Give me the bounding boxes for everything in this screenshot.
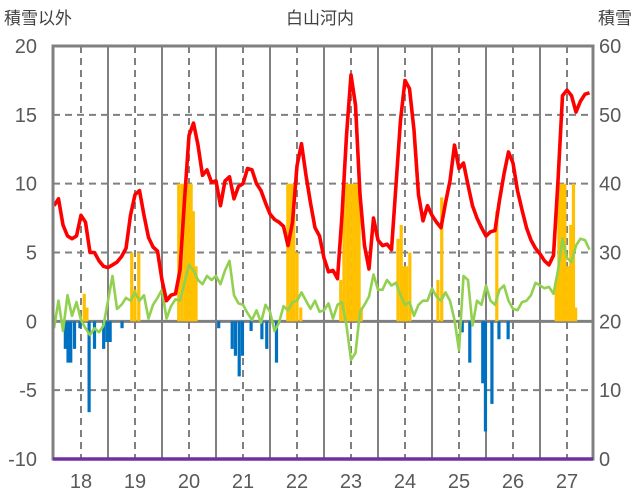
plot-frame [51,44,595,461]
positive-bar [560,183,564,322]
left-tick-label: 5 [26,243,37,265]
right-tick-label: 40 [599,174,621,196]
x-tick-label: 23 [340,471,362,493]
positive-bar [345,183,349,322]
positive-bar [133,289,137,322]
negative-bar [249,321,253,331]
positive-bar [495,211,499,322]
left-tick-label: 0 [26,311,37,333]
right-tick-label: 50 [599,105,621,127]
positive-bar [286,183,290,322]
x-tick-label: 26 [502,471,524,493]
positive-bar [130,252,134,322]
negative-bar [78,321,82,329]
positive-bar [299,307,303,322]
x-tick-label: 18 [70,471,92,493]
negative-bar [490,321,494,404]
negative-bar [92,321,97,349]
negative-bar [69,321,73,363]
negative-bar [66,321,70,363]
positive-bar [289,183,293,322]
positive-bar [82,293,86,322]
x-tick-label: 27 [556,471,578,493]
right-tick-label: 30 [599,243,621,265]
positive-bar [292,183,296,322]
positive-bar [342,183,346,322]
positive-bar [554,280,558,322]
positive-bar [359,307,363,322]
left-tick-label: -10 [8,449,37,471]
positive-bar [405,266,409,322]
negative-bar [108,321,112,342]
positive-bar [402,266,406,322]
negative-bar [217,321,221,329]
positive-bar [183,183,187,322]
right-tick-label: 20 [599,311,621,333]
positive-bar [295,252,299,322]
negative-bar [63,321,67,349]
positive-bar [339,280,343,322]
positive-bar [189,183,193,322]
positive-bar [177,183,181,322]
positive-bar [440,197,444,322]
negative-bar [506,321,510,340]
positive-bar [186,183,190,322]
negative-bar [483,321,488,432]
right-tick-label: 60 [599,36,621,58]
positive-bar [408,252,412,322]
negative-bar [240,321,245,356]
negative-bar [481,321,485,384]
bars [63,183,578,432]
positive-bar [574,307,578,322]
negative-bar [72,321,77,349]
negative-bar [230,321,234,349]
positive-bar [191,211,195,322]
negative-bar [87,321,91,413]
green-series-line [52,237,591,362]
positive-bar [194,266,198,322]
chart-title: 白山河内 [286,9,354,29]
right-tick-label: 10 [599,380,621,402]
left-tick-label: 20 [15,36,37,58]
positive-bar [557,183,561,322]
negative-bar [120,321,124,329]
x-tick-label: 24 [394,471,416,493]
positive-bar [351,183,355,322]
right-tick-label: 0 [599,449,610,471]
right-axis-title: 積雪 [598,9,632,29]
positive-bar [396,238,400,322]
lines [52,73,591,362]
positive-bar [399,224,403,322]
positive-bar [357,183,361,322]
left-tick-label: 10 [15,174,37,196]
negative-bar [265,321,269,349]
positive-bar [348,183,352,322]
negative-bar [274,321,279,363]
red-series-line [52,73,591,303]
x-tick-label: 25 [448,471,470,493]
x-tick-label: 20 [178,471,200,493]
left-tick-label: -5 [19,380,37,402]
left-tick-label: 15 [15,105,37,127]
positive-bar [436,280,440,322]
negative-bar [260,321,264,340]
negative-bar [237,321,241,377]
x-tick-label: 22 [286,471,308,493]
negative-bar [460,321,464,333]
x-tick-label: 21 [232,471,254,493]
positive-bar [137,252,141,322]
negative-bar [102,321,106,349]
positive-bar [566,266,570,322]
negative-bar [497,321,501,340]
left-axis-title: 積雪以外 [4,9,72,29]
negative-bar [468,321,472,363]
positive-bar [354,183,358,322]
negative-bar [105,321,109,342]
positive-bar [569,224,573,322]
positive-bar [85,307,89,322]
negative-bar [233,321,238,356]
x-tick-label: 19 [124,471,146,493]
